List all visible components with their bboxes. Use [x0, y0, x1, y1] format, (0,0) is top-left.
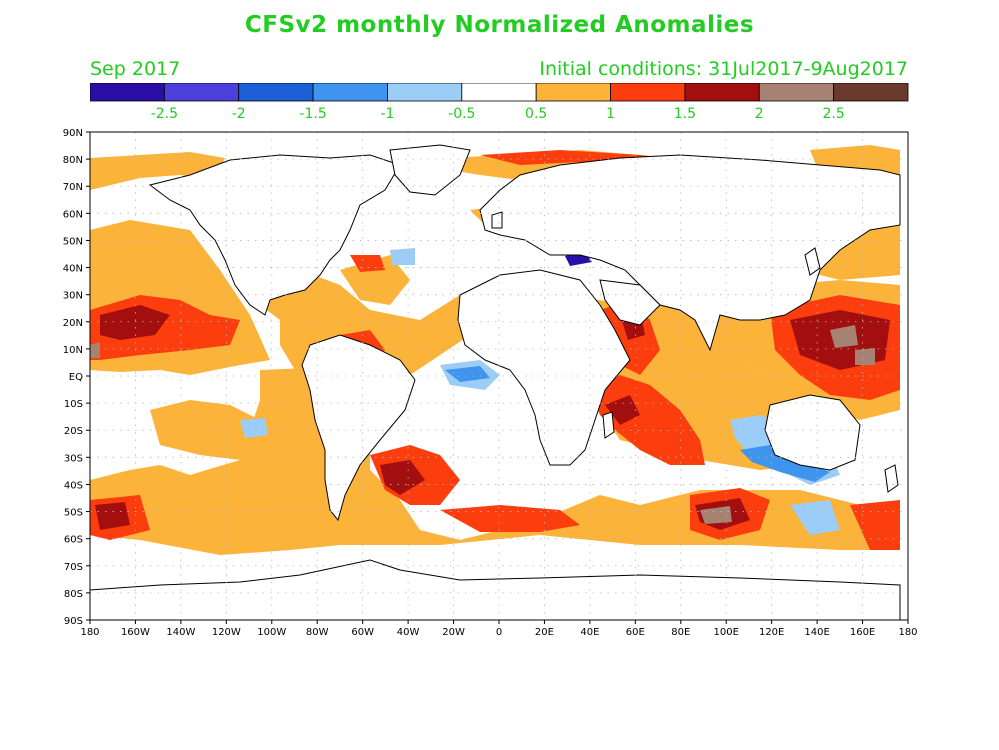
legend-label: 2: [755, 106, 764, 122]
eurasia-outline: [479, 154, 901, 352]
legend-label: 0.5: [525, 106, 547, 122]
forecast-period: Sep 2017: [90, 58, 181, 80]
legend-swatch: [758, 83, 835, 102]
lon-label: 180: [898, 627, 917, 638]
lon-label: 100E: [714, 627, 739, 638]
color-legend: -2.5 -2 -1.5 -1 -0.5 0.5 1 1.5 2 2.5: [90, 83, 909, 122]
lon-label: 60W: [351, 627, 374, 638]
south-america-outline: [301, 334, 416, 522]
anomaly-region: [445, 366, 490, 382]
anomaly-region: [605, 395, 640, 425]
lat-label: 50N: [63, 236, 83, 247]
anomaly-map: 90N 80N 70N 60N 50N 40N 30N 20N 10N EQ 10S 20S 30S 40…: [63, 128, 918, 638]
anomaly-region: [240, 418, 268, 438]
lat-label: 30S: [64, 453, 83, 464]
lon-label: 60E: [626, 627, 645, 638]
anomaly-region: [380, 460, 425, 495]
legend-swatch: [163, 83, 240, 102]
madagascar-outline: [602, 411, 615, 439]
japan-outline: [804, 247, 821, 276]
anomaly-region: [90, 152, 225, 190]
legend-label: 2.5: [823, 106, 845, 122]
greenland-outline: [389, 144, 471, 196]
lat-label: 90N: [63, 128, 83, 139]
legend-swatch: [684, 83, 760, 102]
lon-label: 140W: [166, 627, 195, 638]
anomaly-region: [740, 445, 830, 482]
continent-outlines: [89, 144, 901, 621]
lon-label: 20W: [442, 627, 465, 638]
latitude-labels: 90N 80N 70N 60N 50N 40N 30N 20N 10N EQ 10S 20S 30S 40…: [63, 128, 90, 627]
lat-label: 50S: [64, 508, 83, 519]
lon-label: 100W: [257, 627, 286, 638]
lat-label: 80N: [63, 155, 83, 166]
legend-label: -0.5: [448, 106, 475, 122]
legend-swatch: [90, 83, 165, 102]
lat-label: 30N: [63, 291, 83, 302]
lat-label: 10S: [64, 399, 83, 410]
antarctica-outline: [89, 559, 901, 621]
lon-label: 160W: [121, 627, 150, 638]
lon-label: 80W: [306, 627, 329, 638]
lat-label: 70N: [63, 182, 83, 193]
lon-label: 180: [80, 627, 99, 638]
anomaly-region: [90, 342, 100, 358]
legend-swatch: [312, 83, 388, 102]
lat-label: 40N: [63, 264, 83, 275]
australia-outline: [764, 394, 861, 471]
lat-label: 70S: [64, 562, 83, 573]
legend-label: 1.5: [674, 106, 696, 122]
lon-label: 140E: [804, 627, 829, 638]
lon-label: 160E: [850, 627, 875, 638]
anomaly-region: [790, 500, 840, 535]
anomaly-region: [95, 502, 130, 530]
lat-label: 60S: [64, 535, 83, 546]
uk-outline: [491, 211, 503, 229]
lat-label: 20N: [63, 318, 83, 329]
graticule: [90, 132, 908, 620]
anomaly-region: [90, 235, 210, 280]
legend-swatch: [535, 83, 611, 102]
legend-swatch: [610, 83, 686, 102]
legend-label: -1: [380, 106, 394, 122]
lon-label: 40W: [397, 627, 420, 638]
lon-label: 20E: [535, 627, 554, 638]
lon-label: 40E: [580, 627, 599, 638]
lon-label: 120W: [212, 627, 241, 638]
north-america-outline: [148, 154, 401, 316]
legend-label: -2.5: [151, 106, 178, 122]
anomaly-region: [830, 325, 858, 348]
legend-swatch: [238, 83, 314, 102]
legend-label: -1.5: [299, 106, 326, 122]
legend-swatch: [387, 83, 463, 102]
lon-label: 120E: [759, 627, 784, 638]
lat-label: 20S: [64, 426, 83, 437]
initial-conditions: Initial conditions: 31Jul2017-9Aug2017: [539, 58, 908, 80]
anomaly-region: [855, 348, 875, 365]
anomaly-region: [390, 248, 415, 265]
lat-label: 10N: [63, 345, 83, 356]
lon-label: 0: [496, 627, 502, 638]
lat-label: 80S: [64, 589, 83, 600]
lat-label: EQ: [69, 372, 83, 383]
new-zealand-outline: [884, 464, 899, 493]
legend-label: -2: [232, 106, 246, 122]
legend-swatch: [461, 83, 537, 102]
map-title: CFSv2 monthly Normalized Anomalies: [244, 12, 755, 38]
lon-label: 80E: [671, 627, 690, 638]
anomaly-region: [850, 500, 900, 550]
lat-label: 90S: [64, 616, 83, 627]
legend-swatch: [833, 83, 909, 102]
arabia-outline: [599, 279, 661, 326]
longitude-labels: 180 160W 140W 120W 100W 80W 60W 40W 20W 0 20E 40E 60…: [80, 620, 918, 638]
anomaly-region: [440, 505, 580, 532]
lat-label: 40S: [64, 480, 83, 491]
anomaly-region: [100, 305, 170, 340]
lat-label: 60N: [63, 209, 83, 220]
anomaly-region: [700, 506, 732, 524]
legend-label: 1: [606, 106, 615, 122]
anomaly-region: [590, 375, 705, 465]
